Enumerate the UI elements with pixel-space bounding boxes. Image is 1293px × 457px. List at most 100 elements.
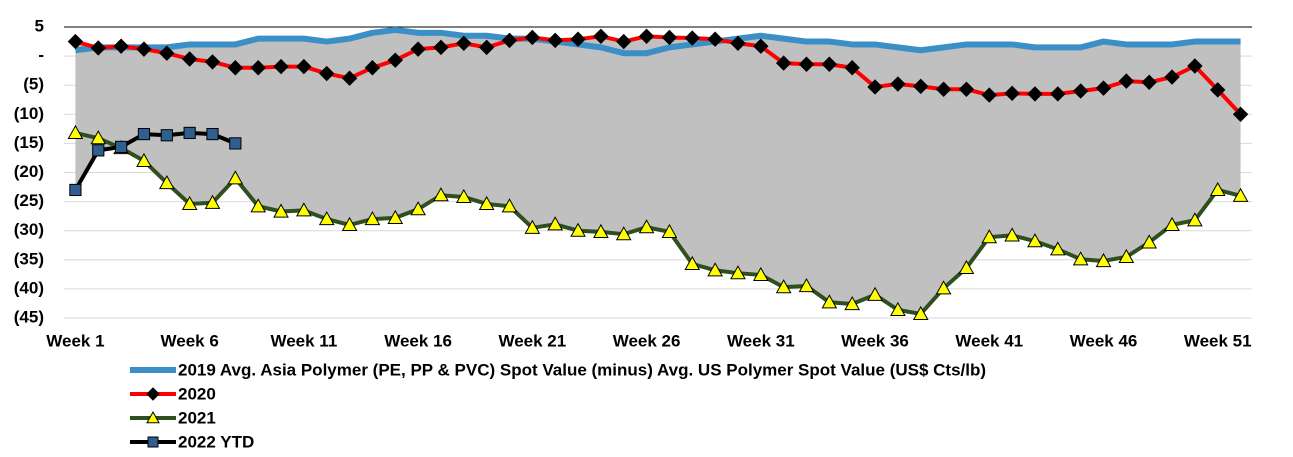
triangle-marker [912, 305, 929, 321]
diamond-marker [913, 78, 929, 95]
triangle-marker [387, 209, 404, 224]
triangle-marker [136, 152, 152, 167]
triangle-marker [684, 255, 701, 270]
diamond-marker [181, 51, 198, 67]
x-tick-label: Week 31 [727, 331, 795, 350]
square-marker [137, 127, 151, 141]
triangle-marker [1141, 234, 1158, 249]
diamond-marker [1232, 106, 1249, 123]
diamond-marker [1118, 73, 1135, 89]
triangle-marker [410, 201, 426, 216]
triangle-marker [615, 226, 632, 241]
diamond-marker [1050, 86, 1066, 102]
diamond-marker [981, 87, 997, 103]
series-line [74, 34, 1243, 116]
triangle-marker [821, 294, 838, 309]
y-tick-label: (30) [14, 220, 44, 239]
triangle-marker [364, 211, 381, 226]
diamond-marker [1210, 82, 1226, 98]
diamond-marker [296, 58, 312, 75]
series-line [75, 26, 1241, 57]
triangle-marker [730, 265, 746, 280]
triangle-marker [524, 219, 541, 234]
triangle-marker [318, 211, 335, 226]
diamond-marker [775, 55, 792, 71]
diamond-marker [684, 30, 700, 46]
diamond-marker [547, 32, 563, 49]
triangle-marker [204, 194, 221, 209]
triangle-marker [890, 301, 906, 316]
y-tick-label: (5) [23, 75, 44, 94]
diamond-marker [341, 70, 358, 86]
triangle-marker [158, 174, 175, 190]
diamond-marker [478, 39, 495, 56]
triangle-marker [1232, 187, 1249, 202]
diamond-marker [387, 52, 403, 68]
diamond-marker [570, 31, 586, 47]
triangle-marker [67, 124, 84, 140]
diamond-marker [113, 38, 129, 54]
triangle-marker [958, 259, 975, 275]
diamond-marker [730, 35, 746, 52]
diamond-marker [1187, 58, 1203, 74]
diamond-marker [319, 65, 335, 82]
triangle-marker [707, 262, 723, 277]
diamond-marker [707, 31, 723, 47]
triangle-marker [1027, 233, 1043, 248]
diamond-marker [616, 33, 632, 50]
x-tick-label: Week 16 [384, 331, 452, 350]
triangle-marker [638, 219, 655, 234]
diamond-marker [159, 45, 175, 61]
diamond-marker [433, 39, 449, 56]
x-tick-label: Week 46 [1070, 331, 1138, 350]
diamond-marker [844, 60, 860, 76]
triangle-marker [752, 266, 769, 282]
legend-label: 2020 [178, 384, 216, 403]
diamond-marker [364, 60, 381, 76]
diamond-marker [67, 33, 84, 50]
legend-marker [146, 387, 160, 401]
diamond-marker [661, 29, 678, 46]
square-marker [229, 137, 242, 150]
triangle-marker [1187, 212, 1203, 227]
triangle-marker [775, 279, 792, 294]
diamond-marker [593, 28, 609, 45]
range-area [75, 29, 1241, 314]
diamond-marker [204, 54, 221, 70]
triangle-marker [661, 223, 678, 238]
diamond-marker [753, 38, 769, 54]
diamond-marker [1004, 85, 1020, 102]
triangle-marker [570, 222, 586, 237]
triangle-marker [1118, 248, 1135, 263]
triangle-marker [1095, 252, 1112, 268]
triangle-marker [90, 130, 107, 145]
square-marker [206, 127, 219, 141]
triangle-marker [181, 195, 198, 211]
triangle-marker [501, 198, 518, 213]
triangle-marker [250, 198, 267, 213]
x-tick-label: Week 41 [955, 331, 1023, 350]
diamond-marker [273, 58, 289, 75]
triangle-marker [433, 187, 449, 202]
y-tick-label: (10) [14, 104, 44, 123]
diamond-marker [250, 60, 266, 76]
diamond-marker [890, 76, 906, 92]
diamond-marker [958, 81, 975, 97]
diamond-marker [456, 35, 472, 52]
diamond-marker [638, 28, 655, 45]
diamond-marker [1095, 80, 1112, 96]
diamond-marker [227, 60, 244, 76]
diamond-marker [136, 41, 152, 57]
x-tick-label: Week 11 [270, 331, 337, 350]
triangle-marker [1049, 241, 1066, 256]
triangle-marker [867, 286, 883, 301]
triangle-marker [455, 188, 472, 204]
diamond-marker [501, 32, 518, 49]
triangle-marker [1004, 227, 1020, 242]
x-tick-label: Week 26 [613, 331, 681, 350]
x-tick-label: Week 21 [498, 331, 566, 350]
diamond-marker [867, 79, 883, 95]
diamond-marker [1141, 74, 1157, 90]
diamond-marker [90, 40, 106, 56]
diamond-marker [821, 56, 838, 72]
